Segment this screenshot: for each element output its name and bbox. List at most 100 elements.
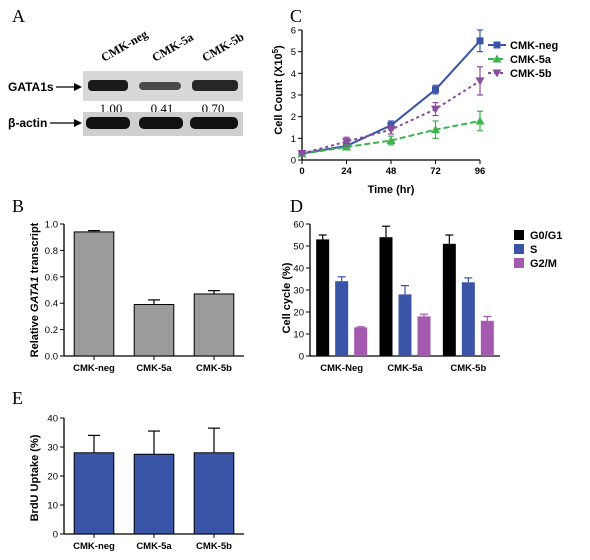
panel-d-ytick-label: 30 [293, 286, 304, 297]
panel-d-ytick-label: 40 [293, 264, 304, 275]
panel-c-xtick-label: 72 [430, 166, 441, 177]
panel-e-ylabel: BrdU Uptake (%) [29, 434, 41, 521]
panel-d-xtick-label: CMK-5b [450, 363, 486, 374]
actin-band-5b [190, 117, 238, 129]
data-point-cmk-5b [431, 105, 440, 114]
panel-b-ytick-label: 0.4 [45, 299, 58, 310]
panel-c-ylabel: Cell Count (X105) [271, 45, 285, 135]
panel-c-xtick-label: 0 [299, 166, 304, 177]
panel-e-ytick-label: 0 [53, 530, 58, 541]
panel-b-bar-cmk-5b [193, 293, 235, 357]
panel-d-ytick-label: 50 [293, 242, 304, 253]
panel-c-xlabel: Time (hr) [368, 184, 415, 196]
legend-label-s: S [530, 244, 537, 256]
panel-e-xtick-label: CMK-5b [196, 541, 232, 552]
panel-b-xtick-label: CMK-5b [196, 363, 232, 374]
panel-d-bar-g2-m [417, 316, 431, 356]
panel-b-ytick-label: 0.0 [45, 352, 58, 363]
panel-b-bar-cmk-neg [73, 231, 115, 357]
panel-c-ytick-label: 6 [291, 26, 296, 37]
panel-d: D Cell cycle (%) 0 10 20 30 40 50 60 CMK-Neg CMK… [281, 196, 562, 374]
panel-e-xtick-label: CMK-neg [73, 541, 115, 552]
gata1s-band-neg [88, 80, 128, 91]
data-point-cmk-5a [431, 125, 440, 134]
panel-d-letter: D [290, 196, 303, 216]
panel-d-bar-g2-m [480, 320, 494, 356]
panel-e-bar-cmk-5a [133, 453, 175, 535]
panel-c-ytick-label: 1 [291, 134, 296, 145]
gata1s-arrowhead [74, 83, 82, 91]
data-point-cmk-5a [386, 136, 396, 144]
panel-e-ytick-label: 30 [47, 443, 58, 454]
panel-a-letter: A [12, 6, 25, 26]
lane-label-cmk-5a: CMK-5a [150, 30, 196, 65]
panel-d-xtick-label: CMK-5a [387, 363, 423, 374]
panel-d-bar-g2-m [354, 327, 368, 356]
panel-c-ytick-label: 4 [291, 69, 296, 80]
blot-row-label-actin: β-actin [8, 116, 47, 130]
panel-e-ytick-label: 10 [47, 501, 58, 512]
gata1s-band-5b [192, 80, 238, 91]
panel-c-letter: C [290, 6, 302, 26]
panel-e-bar-cmk-5b [193, 452, 235, 535]
actin-band-neg [86, 117, 130, 129]
panel-e: E BrdU Uptake (%) 0 10 20 30 40 CMK-neg CMK-5a… [12, 388, 244, 552]
gata1s-band-5a [139, 82, 181, 90]
panel-c-xtick-label: 24 [341, 166, 352, 177]
data-point-cmk-5b [475, 77, 485, 86]
panel-d-bar-s [398, 294, 412, 356]
panel-c-ytick-label: 2 [291, 112, 296, 123]
lane-label-cmk-5b: CMK-5b [200, 29, 247, 64]
legend-label-g0-g1: G0/G1 [530, 230, 562, 242]
data-point-cmk-5b [386, 126, 396, 135]
panel-b-letter: B [12, 196, 24, 216]
panel-d-bar-g0-g1 [379, 237, 393, 356]
panel-d-bar-s [335, 281, 349, 356]
panel-d-bar-s [461, 282, 475, 356]
panel-d-ytick-label: 20 [293, 308, 304, 319]
legend-swatch-g2-m [514, 258, 524, 268]
data-point-cmk-5b [297, 150, 307, 158]
panel-d-ylabel: Cell cycle (%) [281, 262, 293, 333]
panel-b-ytick-label: 0.2 [45, 325, 58, 336]
panel-b-ytick-label: 1.0 [45, 220, 58, 231]
panel-b-xtick-label: CMK-neg [73, 363, 115, 374]
panel-e-ytick-label: 40 [47, 414, 58, 425]
legend-swatch-g0-g1 [514, 230, 524, 240]
panel-d-xtick-label: CMK-Neg [320, 363, 363, 374]
panel-b-ylabel: Relative GATA1 transcript [29, 222, 41, 357]
legend-marker-cmk-5b [492, 69, 502, 78]
panel-c: C Cell Count (X105) Time (hr) 0 1 2 3 4 5 6 0 24… [271, 6, 558, 196]
legend-label-cmk-5b: CMK-5b [510, 68, 552, 80]
panel-b-ytick-label: 0.8 [45, 246, 58, 257]
panel-c-ytick-label: 3 [291, 91, 296, 102]
panel-d-ytick-label: 10 [293, 330, 304, 341]
panel-c-xtick-label: 48 [386, 166, 397, 177]
panel-b-ytick-label: 0.6 [45, 272, 58, 283]
lane-label-cmk-neg: CMK-neg [99, 27, 150, 65]
data-point-cmk-5b [342, 138, 351, 147]
panel-e-ytick-label: 20 [47, 472, 58, 483]
panel-b-xtick-label: CMK-5a [136, 363, 172, 374]
blot-row-label-gata1s: GATA1s [8, 80, 54, 94]
actin-arrowhead [74, 119, 82, 127]
panel-c-ytick-label: 0 [291, 156, 296, 167]
legend-label-cmk-neg: CMK-neg [510, 40, 558, 52]
data-point-cmk-neg [432, 86, 439, 94]
panel-b: B Relative GATA1 transcript 0.0 0.2 0.4 0.6… [12, 196, 244, 374]
legend-marker-cmk-neg [493, 41, 501, 49]
panel-d-ytick-label: 60 [293, 220, 304, 231]
panel-e-xtick-label: CMK-5a [136, 541, 172, 552]
panel-e-letter: E [12, 388, 23, 408]
panel-a: A CMK-neg CMK-5a CMK-5b GATA1s 1.00 0.41… [8, 6, 247, 136]
panel-c-ytick-label: 5 [291, 47, 296, 58]
legend-marker-cmk-5a [492, 54, 502, 63]
actin-band-5a [139, 117, 183, 129]
legend-label-cmk-5a: CMK-5a [510, 54, 552, 66]
legend-label-g2-m: G2/M [530, 258, 557, 270]
data-point-cmk-5a [475, 116, 485, 125]
panel-d-ytick-label: 0 [299, 352, 304, 363]
panel-d-bar-g0-g1 [442, 243, 456, 356]
panel-c-xtick-label: 96 [475, 166, 486, 177]
